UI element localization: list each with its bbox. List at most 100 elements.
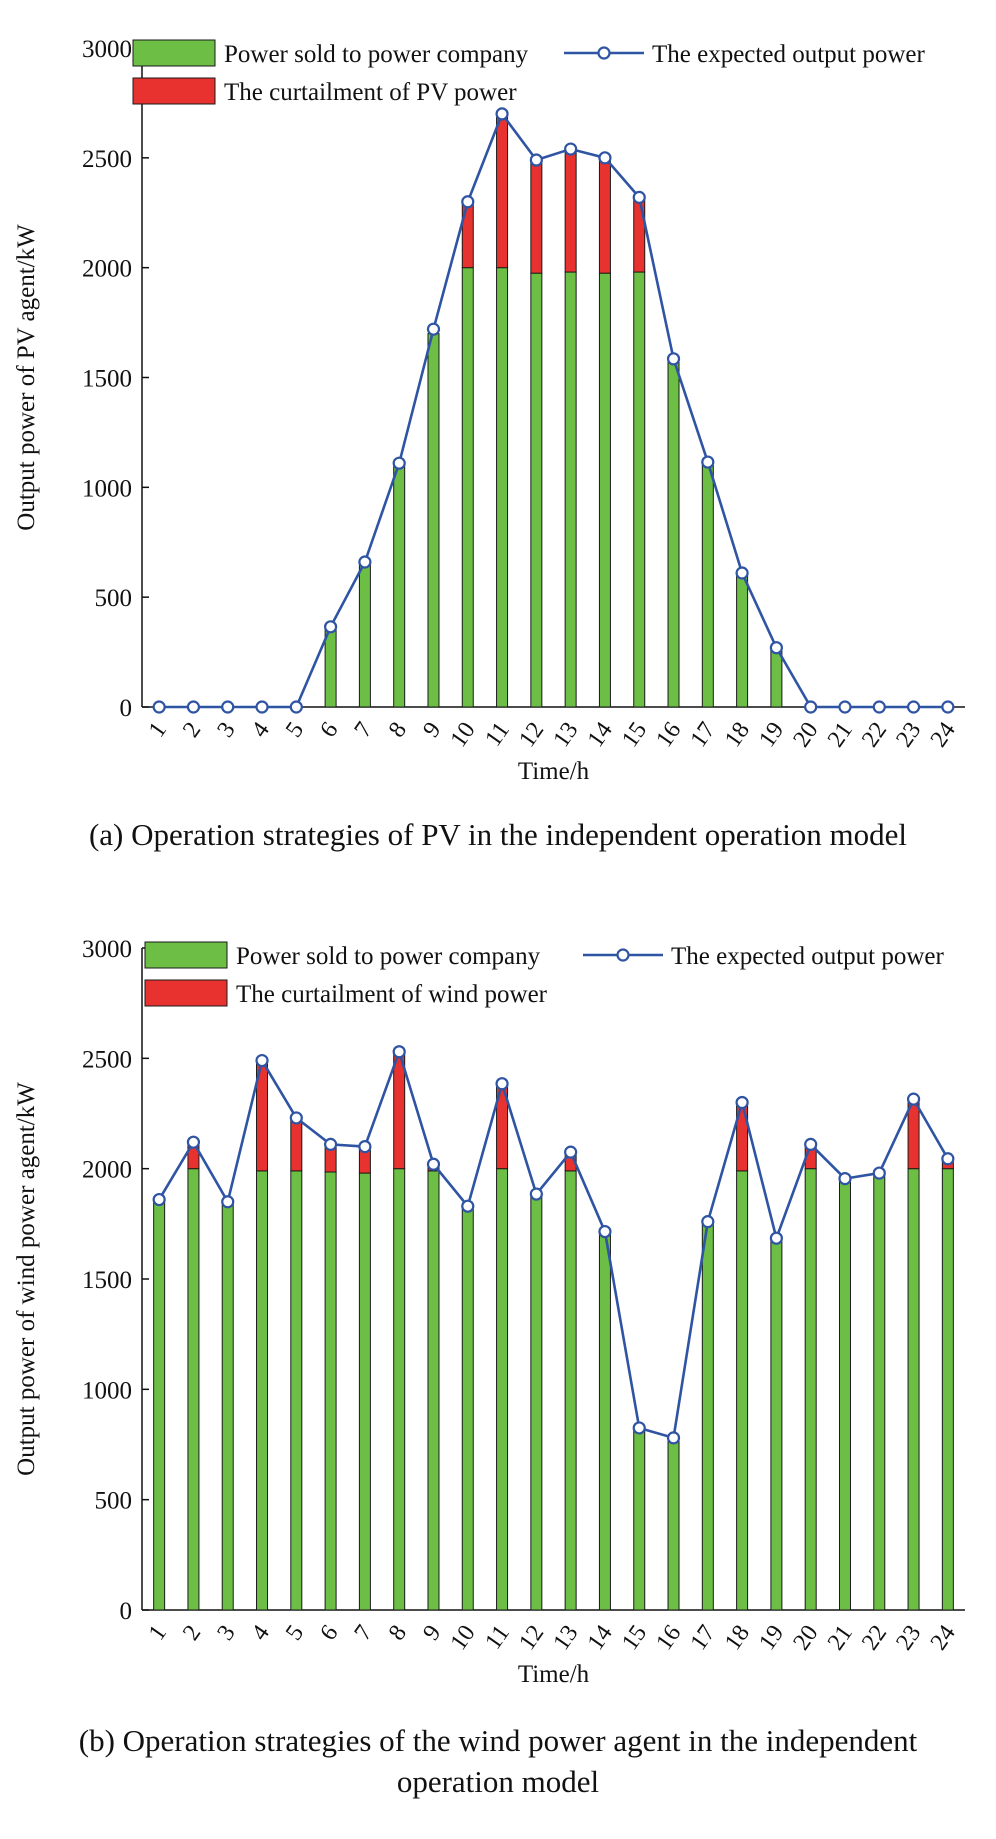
bar-sold (701, 464, 714, 708)
x-tick-label: 17 (686, 1621, 721, 1656)
bar-sold (358, 563, 371, 708)
legend-label-curtailment: The curtailment of wind power (236, 981, 548, 1008)
x-tick-label: 13 (548, 1621, 583, 1656)
y-tick-label: 1000 (82, 1377, 132, 1404)
x-axis-label: Time/h (518, 1661, 590, 1688)
expected-output-point (735, 566, 749, 580)
x-tick-label: 14 (583, 1621, 618, 1656)
legend-marker-expected (597, 46, 611, 60)
expected-output-point (564, 142, 578, 156)
x-tick-label: 17 (686, 718, 721, 753)
x-tick-label: 5 (281, 1621, 309, 1646)
expected-output-point (941, 1152, 955, 1166)
expected-output-point (186, 700, 201, 714)
x-tick-label: 4 (247, 718, 275, 743)
x-tick-label: 16 (651, 718, 686, 753)
bar-sold (701, 1221, 714, 1611)
bar-sold (427, 1170, 440, 1611)
bar-sold (358, 1172, 371, 1611)
bar-curtailment (633, 196, 646, 273)
bar-sold (221, 1201, 234, 1611)
expected-output-point (495, 1077, 509, 1091)
expected-output-point (392, 1045, 406, 1059)
y-tick-label: 0 (120, 1598, 133, 1625)
x-tick-label: 21 (823, 718, 858, 753)
bar-sold (770, 649, 783, 708)
x-tick-label: 3 (212, 1621, 240, 1646)
bar-sold (873, 1172, 886, 1611)
expected-output-point (838, 700, 852, 714)
y-tick-label: 3000 (82, 36, 132, 63)
bar-sold (770, 1238, 783, 1611)
caption-b: (b) Operation strategies of the wind pow… (0, 1720, 996, 1802)
bar-sold (530, 1194, 543, 1611)
expected-output-point (598, 1224, 612, 1239)
bar-sold (427, 333, 440, 708)
x-tick-label: 19 (754, 1621, 789, 1656)
y-axis-label: Output power of wind power agent/kW (13, 1082, 40, 1476)
y-tick-label: 3000 (82, 936, 132, 963)
expected-output-point (529, 153, 543, 167)
x-tick-label: 20 (789, 718, 824, 753)
expected-output-point (632, 190, 646, 204)
x-tick-label: 18 (720, 1621, 755, 1656)
bar-sold (187, 1168, 200, 1611)
x-tick-label: 22 (857, 718, 892, 753)
expected-output-point (152, 700, 166, 714)
x-tick-label: 2 (178, 1621, 206, 1646)
expected-output-point (221, 1195, 235, 1209)
legend-label-expected: The expected output power (671, 943, 944, 970)
bar-sold (496, 267, 509, 708)
expected-output-point (426, 322, 441, 336)
expected-output-point (666, 352, 681, 366)
caption-a: (a) Operation strategies of PV in the in… (0, 814, 996, 855)
expected-output-line (158, 1047, 949, 1440)
legend-label-curtailment: The curtailment of PV power (224, 79, 517, 106)
bar-sold (667, 1437, 680, 1611)
caption-b-line-1: (b) Operation strategies of the wind pow… (78, 1723, 918, 1758)
x-tick-label: 1 (144, 1621, 172, 1646)
x-tick-label: 2 (178, 718, 206, 743)
y-tick-label: 2500 (82, 1046, 132, 1073)
x-tick-label: 12 (514, 718, 549, 753)
bar-sold (838, 1179, 851, 1611)
x-tick-label: 4 (247, 1621, 275, 1646)
bar-sold (633, 1428, 646, 1611)
x-tick-label: 6 (315, 718, 343, 743)
bar-curtailment (530, 159, 543, 274)
expected-output-point (804, 1137, 818, 1151)
caption-a-text: (a) Operation strategies of PV in the in… (88, 817, 908, 852)
y-tick-label: 0 (120, 695, 133, 722)
expected-output-point (735, 1095, 749, 1110)
bar-sold (530, 272, 543, 708)
x-tick-label: 7 (350, 718, 378, 743)
bar-curtailment (393, 1051, 406, 1170)
bar-sold (461, 1205, 474, 1611)
y-tick-label: 2500 (82, 146, 132, 173)
chart-panel-a: 0 500 1000 1500 2000 2500 3000 1 2 3 4 5 6 7 8 9 10 11 12 1… (0, 0, 996, 880)
expected-output-point (666, 1431, 681, 1445)
bar-sold (633, 271, 646, 708)
x-tick-label: 23 (891, 718, 926, 753)
x-tick-label: 7 (350, 1621, 378, 1646)
x-tick-label: 16 (651, 1621, 686, 1656)
x-tick-label: 10 (446, 718, 481, 753)
bar-sold (564, 271, 577, 708)
y-axis-label: Output power of PV agent/kW (13, 224, 40, 531)
expected-output-point (529, 1187, 543, 1201)
bar-sold (290, 1170, 303, 1611)
bar-sold (907, 1168, 920, 1611)
x-tick-label: 24 (926, 1621, 961, 1656)
legend-label-expected: The expected output power (652, 41, 925, 68)
x-tick-label: 6 (315, 1621, 343, 1646)
legend-swatch-sold (132, 39, 216, 67)
expected-output-point (701, 455, 715, 469)
y-tick-label: 1500 (82, 1267, 132, 1294)
expected-output-point (255, 1053, 269, 1068)
legend-swatch-curtailment (144, 979, 228, 1007)
x-tick-label: 15 (617, 1621, 652, 1656)
bar-curtailment (496, 113, 509, 269)
expected-output-point (872, 1166, 886, 1180)
bar-sold (496, 1168, 509, 1611)
